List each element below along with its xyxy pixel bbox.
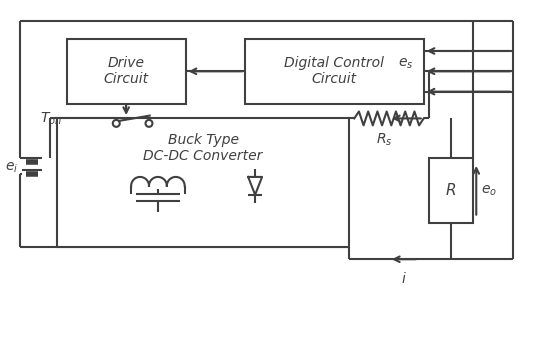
Text: $i$: $i$ bbox=[401, 271, 407, 286]
Bar bbox=[57, 118, 349, 247]
Text: Drive: Drive bbox=[108, 56, 145, 70]
Text: $R$: $R$ bbox=[445, 182, 457, 198]
Text: $T_{on}$: $T_{on}$ bbox=[40, 110, 62, 127]
Circle shape bbox=[113, 120, 120, 127]
Bar bbox=[429, 158, 473, 222]
Bar bbox=[245, 39, 424, 103]
Text: $R_s$: $R_s$ bbox=[376, 132, 392, 148]
Text: DC-DC Converter: DC-DC Converter bbox=[143, 149, 263, 163]
Bar bbox=[66, 39, 185, 103]
Text: Circuit: Circuit bbox=[103, 72, 148, 86]
Text: $e_s$: $e_s$ bbox=[398, 56, 414, 71]
Text: Digital Control: Digital Control bbox=[285, 56, 384, 70]
Circle shape bbox=[145, 120, 152, 127]
Text: Circuit: Circuit bbox=[312, 72, 357, 86]
Text: Buck Type: Buck Type bbox=[168, 133, 239, 147]
Text: $e_o$: $e_o$ bbox=[481, 183, 497, 197]
Text: $e_i$: $e_i$ bbox=[5, 161, 18, 175]
